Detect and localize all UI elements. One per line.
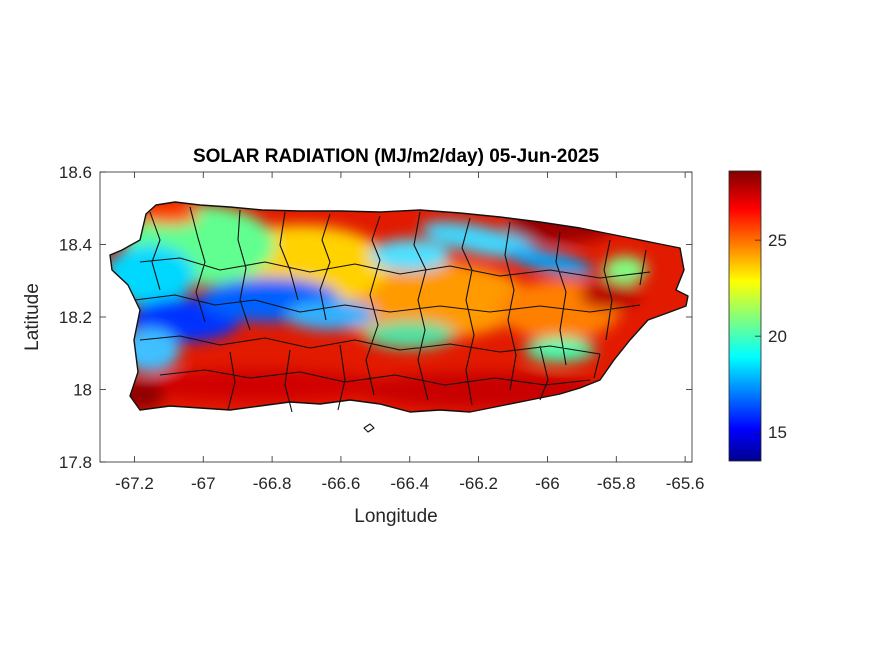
x-axis-label: Longitude bbox=[354, 506, 437, 527]
y-tick-label: 17.8 bbox=[59, 453, 92, 472]
x-tick-label: -66.4 bbox=[390, 474, 429, 493]
colorbar-tick-label: 15 bbox=[768, 423, 787, 442]
x-tick-label: -66.6 bbox=[322, 474, 361, 493]
y-tick-label: 18.2 bbox=[59, 308, 92, 327]
x-tick-label: -67 bbox=[191, 474, 216, 493]
colorbar-gradient bbox=[728, 170, 762, 462]
chart-title: SOLAR RADIATION (MJ/m2/day) 05-Jun-2025 bbox=[193, 146, 600, 167]
island-coastline bbox=[109, 201, 689, 413]
x-tick-label: -65.6 bbox=[666, 474, 705, 493]
y-axis-label: Latitude bbox=[22, 283, 43, 351]
caja-de-muertos-islet bbox=[363, 423, 375, 433]
y-tick-label: 18.6 bbox=[59, 163, 92, 182]
x-tick-label: -67.2 bbox=[115, 474, 154, 493]
municipality-boundaries bbox=[109, 201, 689, 433]
colorbar-tick-label: 25 bbox=[768, 231, 787, 250]
colorbar: 15 20 25 bbox=[728, 170, 787, 462]
x-axis: -67.2 -67 -66.8 -66.6 -66.4 -66.2 -66 -65.8 -65.… bbox=[115, 172, 704, 493]
colorbar-tick-label: 20 bbox=[768, 327, 787, 346]
y-tick-label: 18.4 bbox=[59, 236, 92, 255]
x-tick-label: -66.8 bbox=[253, 474, 292, 493]
y-axis: 17.8 18 18.2 18.4 18.6 bbox=[59, 163, 692, 472]
boundary-lines bbox=[134, 206, 651, 413]
x-tick-label: -65.8 bbox=[597, 474, 636, 493]
y-tick-label: 18 bbox=[73, 381, 92, 400]
x-tick-label: -66 bbox=[535, 474, 560, 493]
x-tick-label: -66.2 bbox=[459, 474, 498, 493]
colorbar-ticks: 15 20 25 bbox=[755, 231, 787, 442]
